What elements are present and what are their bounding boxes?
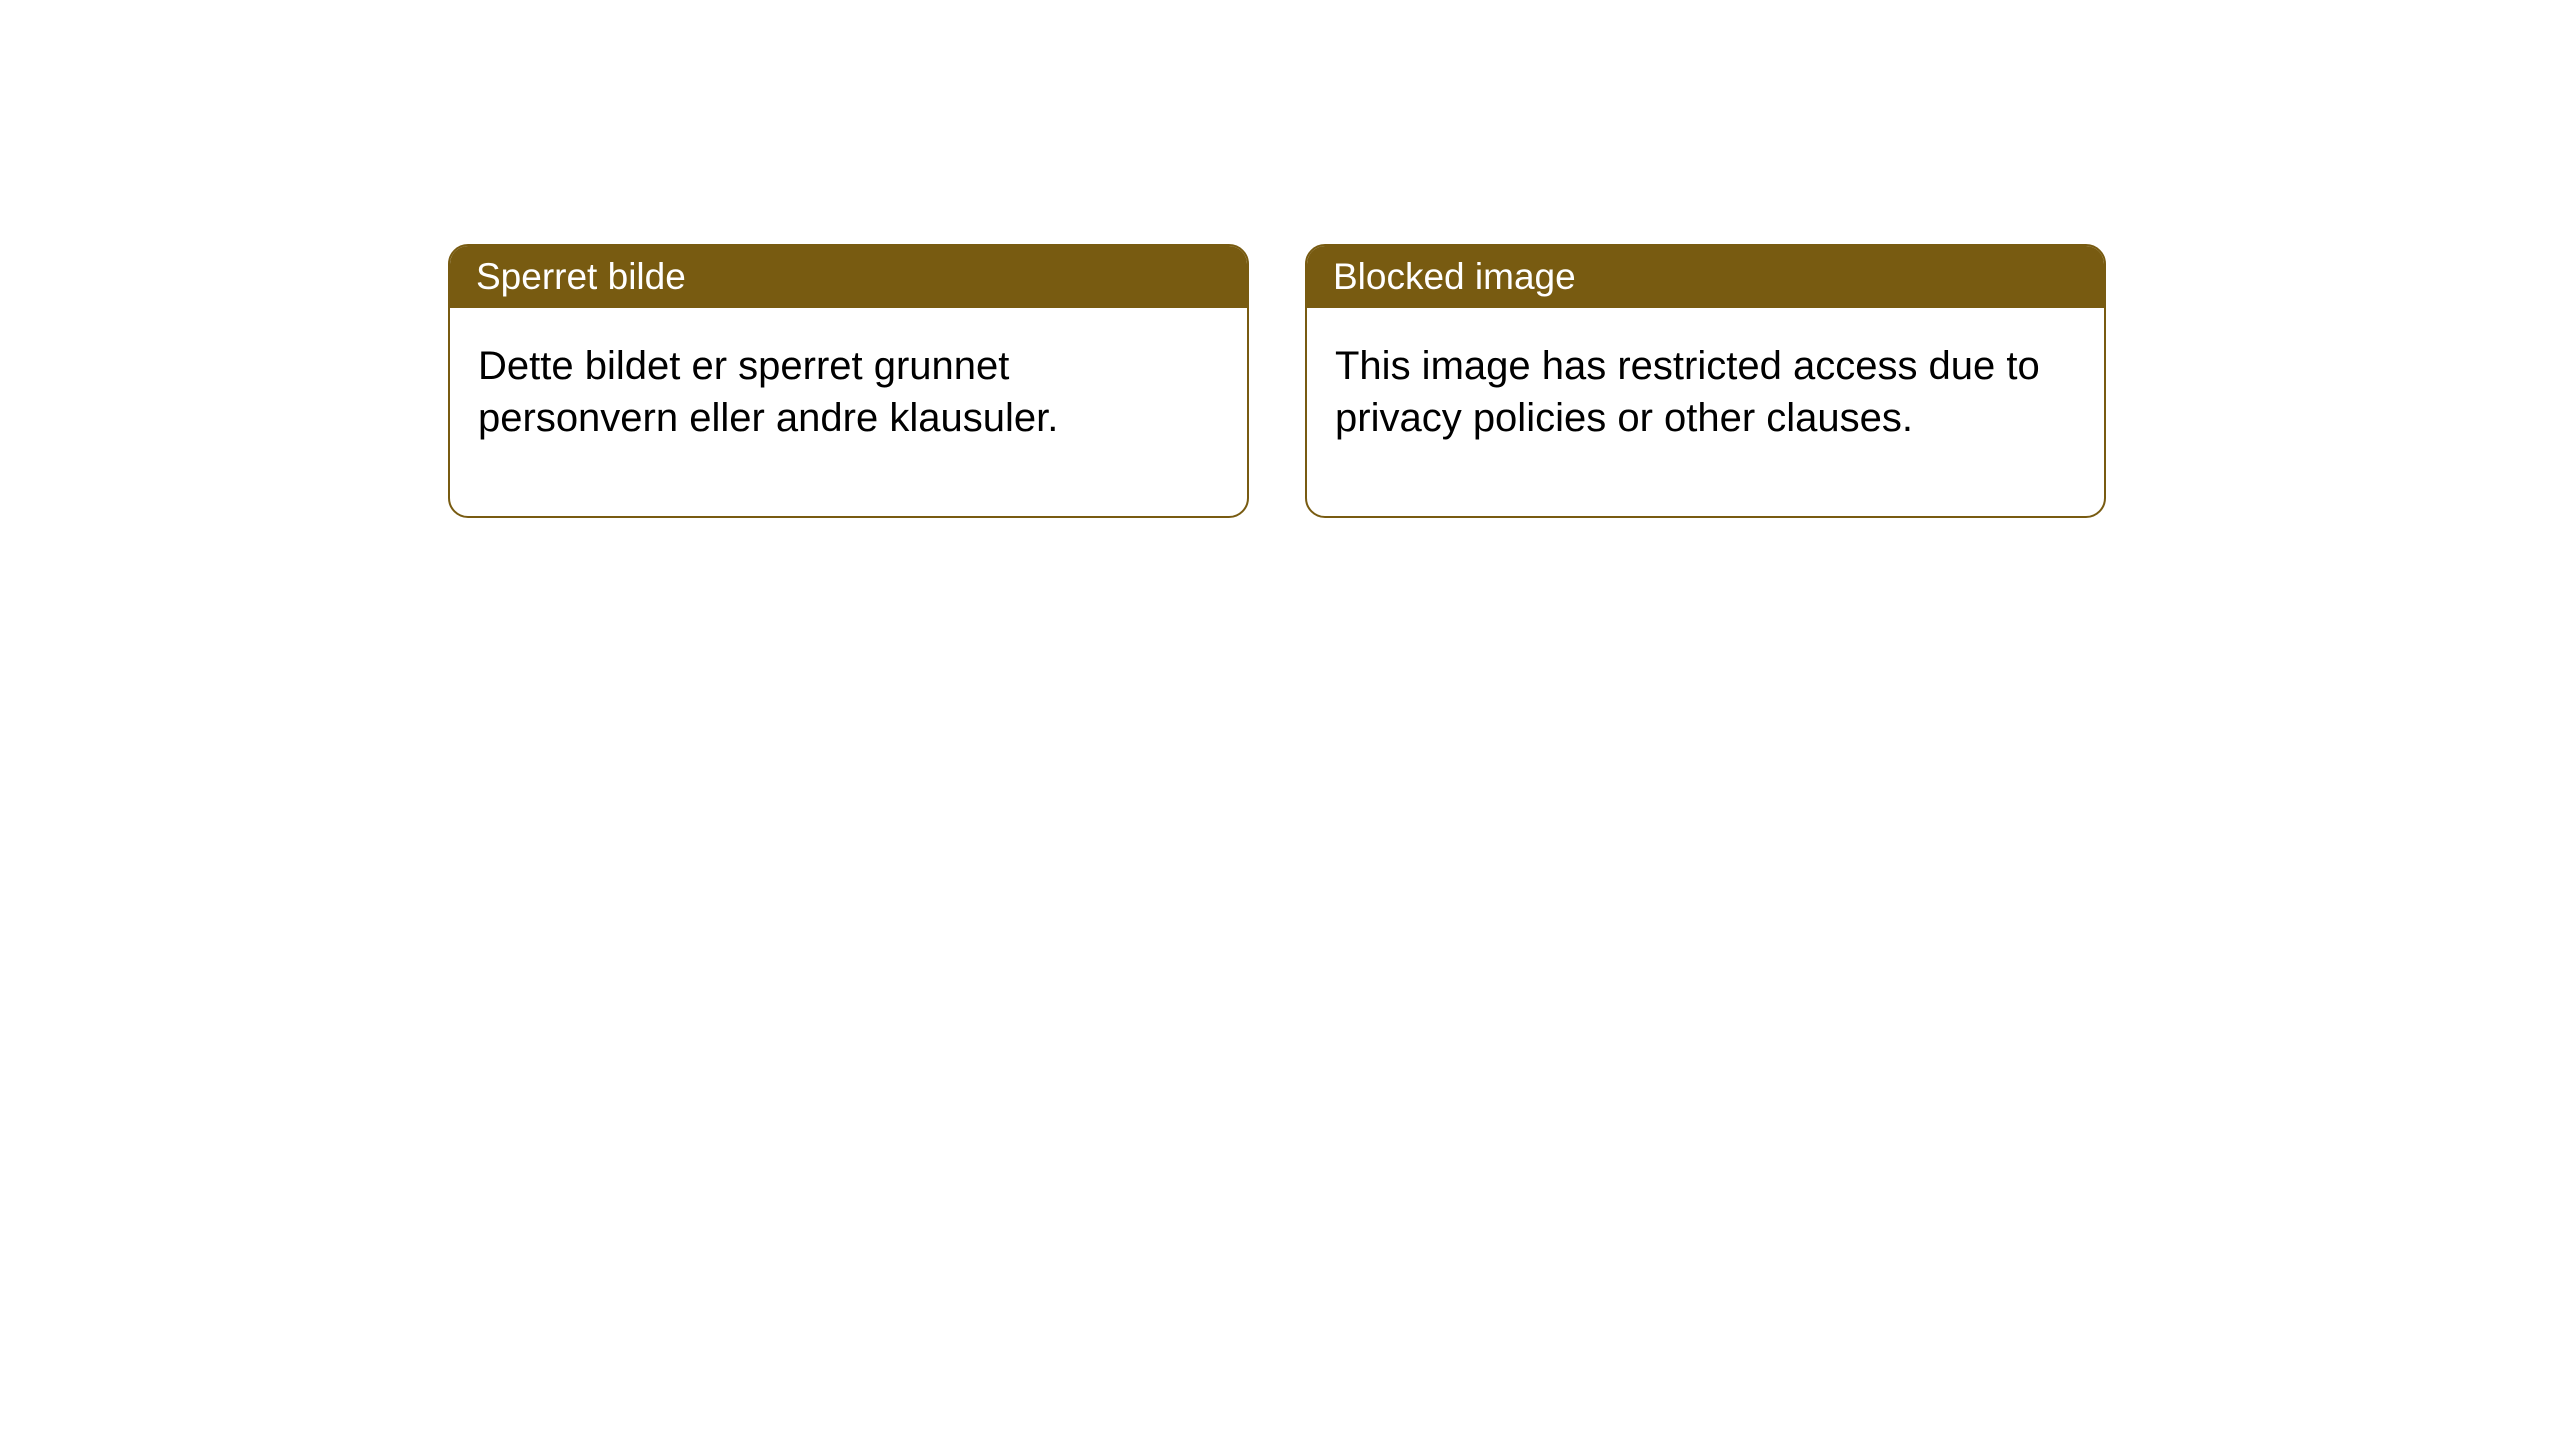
notice-container: Sperret bilde Dette bildet er sperret gr…	[448, 244, 2106, 518]
notice-header: Sperret bilde	[450, 246, 1247, 308]
notice-body: Dette bildet er sperret grunnet personve…	[450, 308, 1247, 516]
notice-header: Blocked image	[1307, 246, 2104, 308]
notice-box-norwegian: Sperret bilde Dette bildet er sperret gr…	[448, 244, 1249, 518]
notice-box-english: Blocked image This image has restricted …	[1305, 244, 2106, 518]
notice-body: This image has restricted access due to …	[1307, 308, 2104, 516]
